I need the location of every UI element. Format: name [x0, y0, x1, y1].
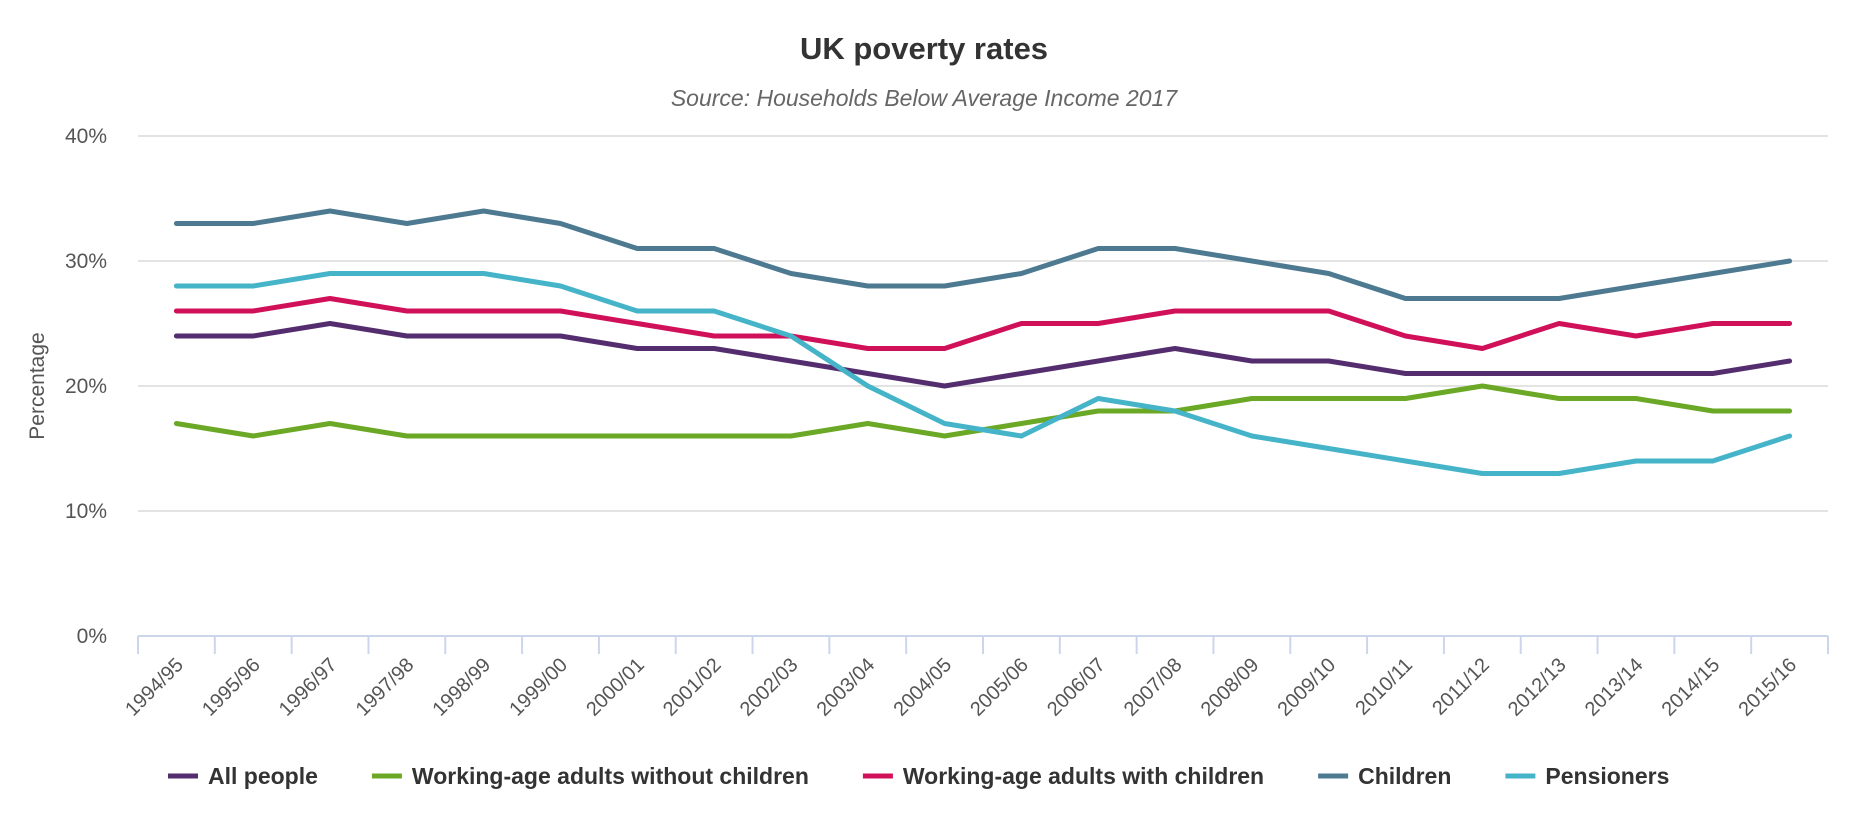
- x-tick-label: 1996/97: [275, 654, 342, 721]
- series-lines: [173, 208, 1793, 476]
- x-tick-label: 2001/02: [659, 654, 726, 721]
- x-tick-label: 2014/15: [1658, 654, 1725, 721]
- chart-title: UK poverty rates: [800, 31, 1048, 66]
- x-tick-label: 2008/09: [1197, 654, 1264, 721]
- y-axis-ticks: 0% 10% 20% 30% 40%: [65, 125, 107, 648]
- x-tick-label: 2007/08: [1120, 654, 1187, 721]
- legend-item-all-people[interactable]: All people: [168, 763, 318, 789]
- legend-label: Children: [1358, 763, 1451, 789]
- x-tick-label: 2010/11: [1351, 654, 1417, 720]
- x-tick-label: 1995/96: [198, 654, 265, 721]
- legend-item-working-age-adults-without-children[interactable]: Working-age adults without children: [371, 763, 809, 789]
- legend-label: Pensioners: [1545, 763, 1669, 789]
- x-tick-label: 2002/03: [736, 654, 803, 721]
- x-tick-label: 2006/07: [1043, 654, 1110, 721]
- y-tick-label: 10%: [65, 500, 107, 523]
- y-tick-label: 0%: [77, 625, 107, 648]
- legend-label: Working-age adults without children: [412, 763, 809, 789]
- y-tick-label: 30%: [65, 250, 107, 273]
- series-line-children[interactable]: [173, 208, 1793, 301]
- legend: All people Working-age adults without chi…: [168, 763, 1669, 789]
- legend-item-pensioners[interactable]: Pensioners: [1505, 763, 1669, 789]
- series-line-pensioners[interactable]: [173, 271, 1793, 476]
- x-tick-label: 2012/13: [1504, 654, 1571, 721]
- legend-label: Working-age adults with children: [903, 763, 1264, 789]
- x-tick-label: 2011/12: [1428, 654, 1494, 720]
- series-line-all-people[interactable]: [173, 321, 1793, 389]
- x-tick-label: 2005/06: [966, 654, 1033, 721]
- y-tick-label: 20%: [65, 375, 107, 398]
- series-line-working-age-adults-with-children[interactable]: [173, 296, 1793, 351]
- legend-item-children[interactable]: Children: [1318, 763, 1451, 789]
- x-tick-label: 1999/00: [505, 654, 572, 721]
- chart-subtitle: Source: Households Below Average Income …: [671, 85, 1179, 111]
- gridlines: [138, 135, 1828, 512]
- legend-label: All people: [208, 763, 318, 789]
- x-tick-label: 2003/04: [813, 654, 880, 721]
- legend-item-working-age-adults-with-children[interactable]: Working-age adults with children: [862, 763, 1264, 789]
- x-tick-label: 1994/95: [121, 654, 188, 721]
- x-tick-label: 2009/10: [1274, 654, 1341, 721]
- x-tick-label: 2013/14: [1581, 654, 1648, 721]
- x-tick-label: 1997/98: [352, 654, 419, 721]
- x-axis: 1994/95 1995/96 1996/97 1997/98 1998/99 1999/…: [121, 635, 1829, 721]
- y-axis-label: Percentage: [26, 332, 49, 439]
- x-tick-label: 1998/99: [429, 654, 496, 721]
- x-tick-label: 2000/01: [582, 654, 649, 721]
- x-tick-label: 2004/05: [889, 654, 956, 721]
- y-tick-label: 40%: [65, 125, 107, 148]
- x-tick-label: 2015/16: [1734, 654, 1801, 721]
